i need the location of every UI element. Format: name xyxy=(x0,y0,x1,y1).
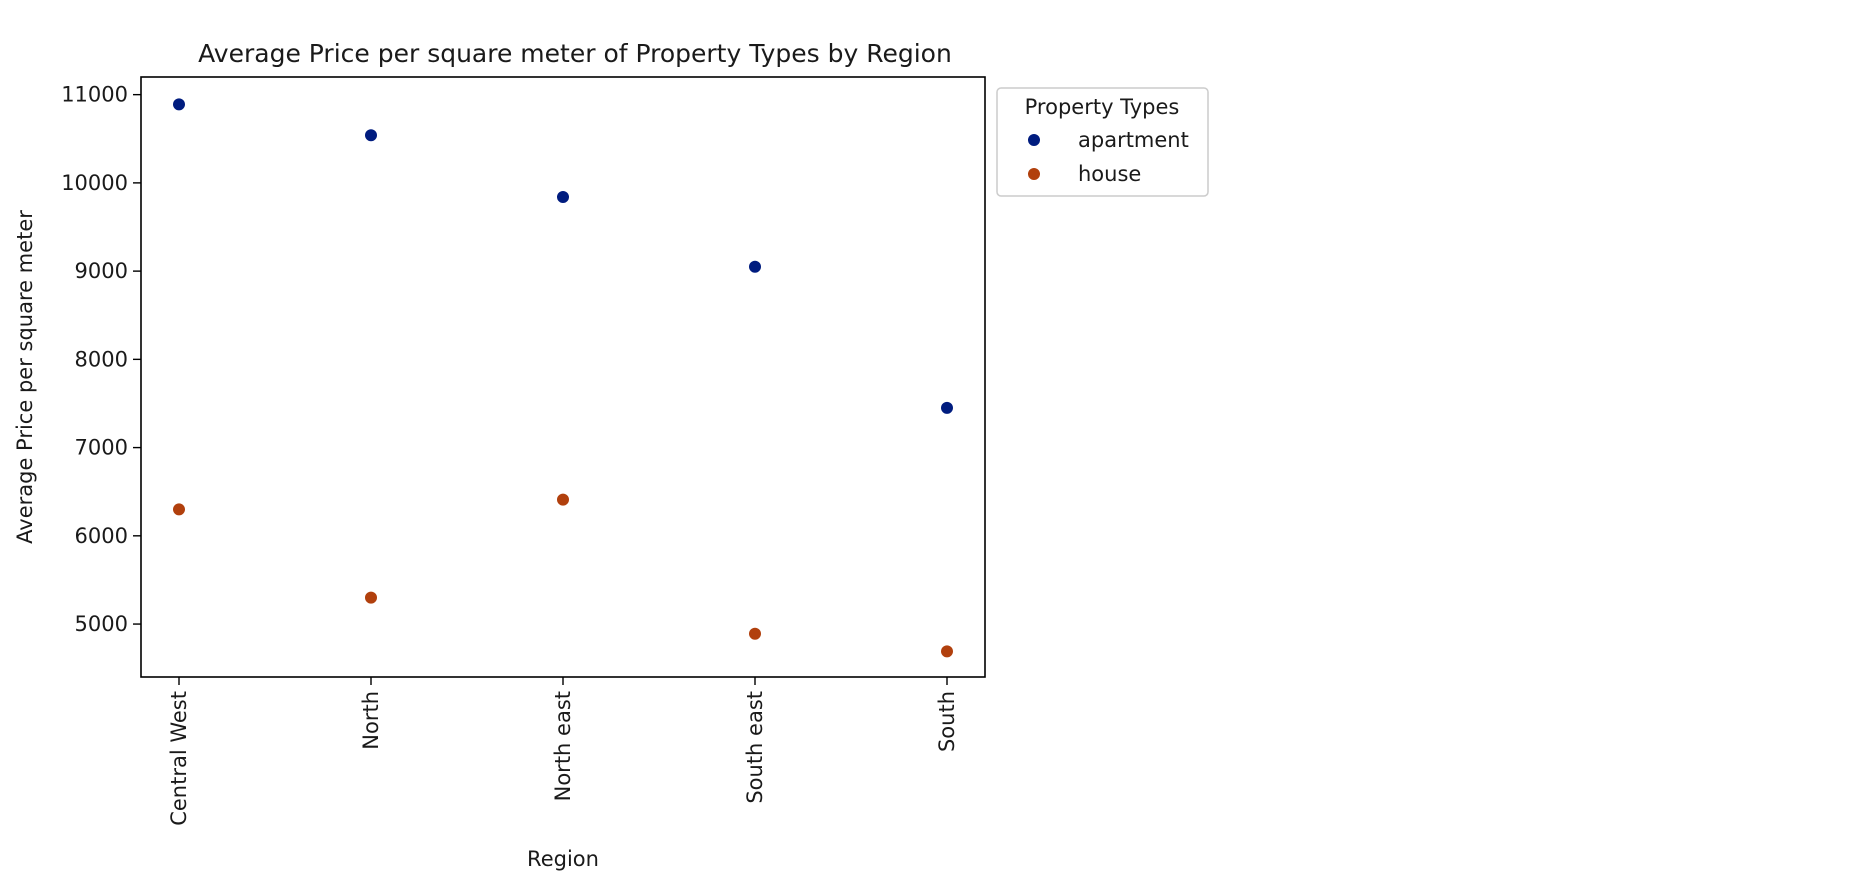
point-house xyxy=(748,626,762,641)
x-tick-label: South east xyxy=(743,691,767,804)
legend-entries: apartment house xyxy=(1027,128,1189,186)
y-tick-label: 10000 xyxy=(61,171,128,195)
point-apartment xyxy=(172,97,186,112)
legend-label-house: house xyxy=(1078,162,1141,186)
data-points xyxy=(172,97,954,659)
point-apartment xyxy=(364,128,378,143)
y-axis-label: Average Price per square meter xyxy=(13,210,37,544)
point-house xyxy=(940,644,954,659)
legend-title: Property Types xyxy=(1025,95,1180,119)
legend-marker-apartment xyxy=(1027,133,1041,147)
point-house xyxy=(172,502,186,517)
legend-label-apartment: apartment xyxy=(1078,128,1189,152)
x-tick-label: North xyxy=(359,691,383,750)
point-apartment xyxy=(748,259,762,274)
x-axis-ticks: Central West North North east South east Sou… xyxy=(167,677,959,826)
y-tick-label: 11000 xyxy=(61,83,128,107)
y-tick-label: 5000 xyxy=(75,612,128,636)
x-tick-label: South xyxy=(935,691,959,752)
x-axis-label: Region xyxy=(527,847,599,871)
legend-box xyxy=(996,87,1209,197)
plot-area xyxy=(140,76,986,678)
y-tick-label: 7000 xyxy=(75,436,128,460)
x-tick-label: Central West xyxy=(167,691,191,826)
x-tick-label: North east xyxy=(551,691,575,801)
y-tick-label: 6000 xyxy=(75,524,128,548)
point-house xyxy=(364,590,378,605)
y-tick-label: 8000 xyxy=(75,347,128,371)
point-apartment xyxy=(556,190,570,204)
legend-marker-house xyxy=(1027,167,1041,181)
point-apartment xyxy=(940,400,954,415)
y-tick-label: 9000 xyxy=(75,259,128,283)
y-axis-ticks: 5000 6000 7000 8000 9000 10000 11000 xyxy=(61,83,141,636)
legend: Property Types apartment house xyxy=(996,87,1209,197)
chart-title: Average Price per square meter of Proper… xyxy=(198,39,952,68)
point-house xyxy=(556,492,570,507)
